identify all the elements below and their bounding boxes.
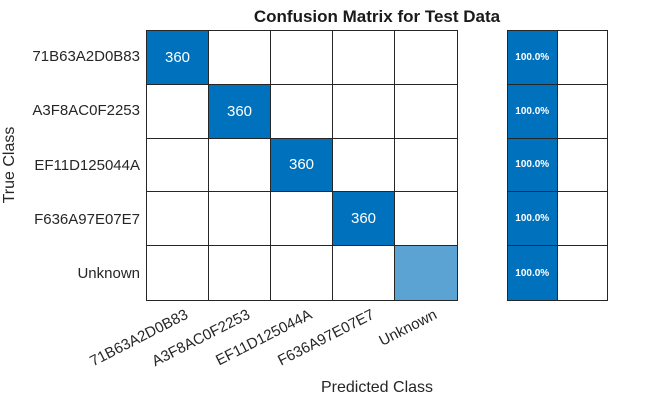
y-tick-label: F636A97E07E7 (34, 210, 140, 228)
matrix-cell (395, 85, 457, 139)
matrix-cell (209, 138, 271, 193)
matrix-grid: 360 360 360 360 (146, 30, 458, 301)
matrix-cell (271, 84, 333, 139)
row-summary-cell: 100.0% (508, 138, 558, 193)
x-axis-label: Predicted Class (320, 379, 434, 396)
matrix-cell (147, 84, 209, 139)
row-summary-cell: 100.0% (508, 246, 558, 300)
matrix-cell (271, 192, 333, 247)
matrix-cell (271, 246, 333, 300)
matrix-cell: 360 (333, 192, 395, 247)
row-summary-cell: 100.0% (508, 192, 558, 247)
matrix-cell (147, 192, 209, 247)
matrix-cell (147, 138, 209, 193)
y-tick-label: Unknown (77, 264, 140, 282)
matrix-cell: 360 (209, 84, 271, 139)
matrix-cell (271, 31, 333, 85)
y-tick-label: 71B63A2D0B83 (32, 47, 140, 65)
matrix-cell (395, 192, 457, 247)
y-tick-label: EF11D125044A (34, 156, 140, 174)
matrix-cell (333, 246, 395, 300)
matrix-cell: 360 (271, 138, 333, 193)
row-summary-grid: 100.0% 100.0% 100.0% 100.0% 100.0% (507, 30, 608, 301)
matrix-cell (209, 31, 271, 85)
row-summary-empty-cell (557, 192, 607, 247)
row-summary-empty-cell (557, 85, 607, 139)
matrix-cell (395, 246, 457, 300)
row-summary-cell: 100.0% (508, 84, 558, 139)
matrix-cell (395, 31, 457, 85)
chart-title: Confusion Matrix for Test Data (253, 7, 501, 26)
matrix-cell (333, 138, 395, 193)
row-summary-empty-cell (558, 246, 608, 300)
y-tick-label: A3F8AC0F2253 (32, 102, 140, 120)
matrix-cell (209, 246, 271, 300)
row-summary-empty-cell (557, 139, 607, 193)
matrix-cell (333, 31, 395, 85)
matrix-cell (147, 246, 209, 300)
y-axis-label: True Class (1, 126, 18, 204)
matrix-cell (209, 192, 271, 247)
matrix-cell: 360 (147, 31, 209, 85)
matrix-cell (395, 139, 457, 193)
row-summary-empty-cell (557, 31, 607, 85)
x-tick-label: Unknown (376, 306, 441, 350)
matrix-cell (333, 84, 395, 139)
row-summary-cell: 100.0% (508, 31, 558, 85)
